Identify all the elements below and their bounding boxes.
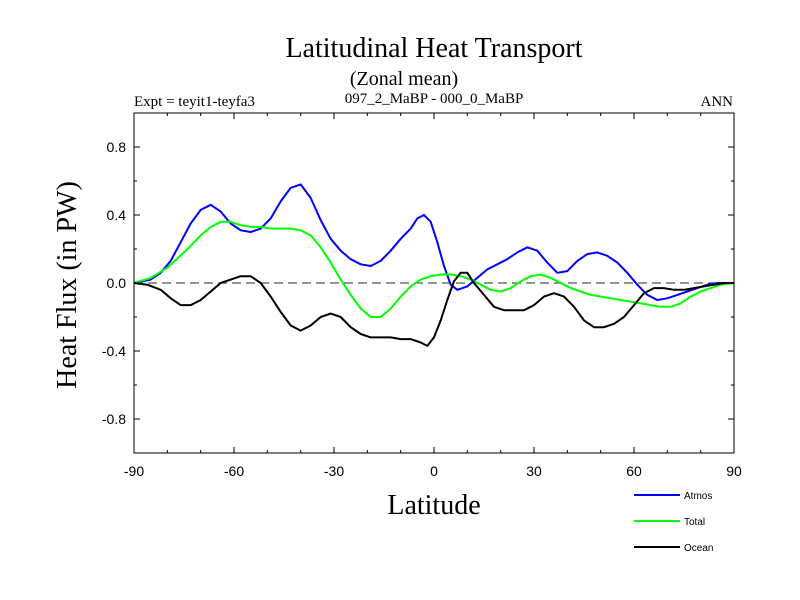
- legend-label-total: Total: [684, 517, 705, 528]
- x-tick-label: -60: [224, 463, 244, 479]
- chart-title: Latitudinal Heat Transport: [285, 33, 582, 64]
- x-tick-label: 60: [626, 463, 642, 479]
- y-tick-label: 0.0: [107, 275, 127, 291]
- legend-label-ocean: Ocean: [684, 543, 713, 554]
- series-line-total: [133, 220, 735, 318]
- experiment-label: Expt = teyit1-teyfa3: [134, 94, 255, 110]
- y-tick-label: -0.8: [102, 411, 126, 427]
- y-axis-label: Heat Flux (in PW): [52, 181, 83, 389]
- y-tick-label: 0.4: [107, 207, 127, 223]
- x-tick-label: -90: [124, 463, 144, 479]
- y-tick-label: 0.8: [107, 139, 127, 155]
- series-group: [133, 183, 735, 347]
- x-tick-label: 90: [726, 463, 742, 479]
- x-tick-label: 30: [526, 463, 542, 479]
- axes-group: -90 -60 -30 0 30 60 90 -0.8 -0.4 0.0 0.4 0.8: [102, 112, 742, 479]
- chart-subtitle: (Zonal mean): [350, 68, 458, 90]
- legend-label-atmos: Atmos: [684, 491, 712, 502]
- legend: Atmos Total Ocean: [634, 491, 713, 554]
- x-tick-label: 0: [430, 463, 438, 479]
- period-label: 097_2_MaBP - 000_0_MaBP: [345, 91, 524, 107]
- x-tick-label: -30: [324, 463, 344, 479]
- series-line-atmos: [133, 183, 734, 301]
- series-line-ocean: [133, 271, 734, 347]
- season-label: ANN: [701, 94, 734, 110]
- y-tick-label: -0.4: [102, 343, 126, 359]
- x-axis-label: Latitude: [387, 490, 480, 521]
